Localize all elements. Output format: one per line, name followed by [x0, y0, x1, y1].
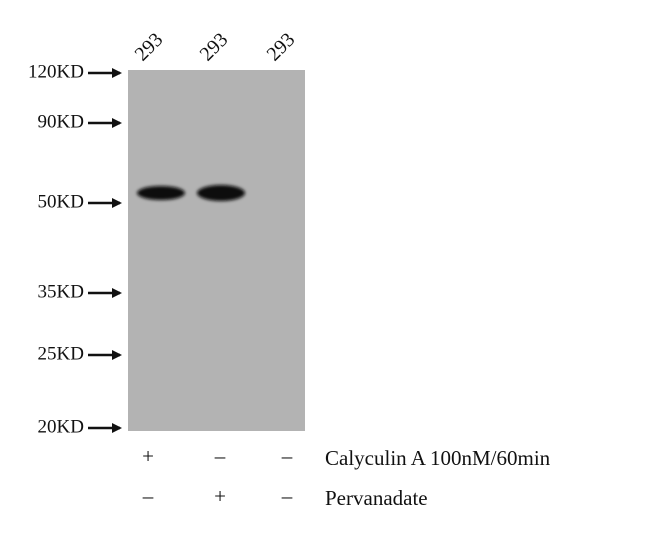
lane-label: 293: [196, 29, 233, 66]
marker-label: 25KD: [38, 343, 84, 364]
marker-label: 50KD: [38, 191, 84, 212]
sign: –: [214, 444, 226, 468]
marker-label: 90KD: [38, 111, 84, 132]
sign: –: [281, 484, 293, 508]
sign: –: [281, 444, 293, 468]
treatment-label: Pervanadate: [325, 486, 428, 510]
treatment-label: Calyculin A 100nM/60min: [325, 446, 551, 470]
marker-label: 120KD: [28, 61, 84, 82]
sign: +: [214, 484, 226, 508]
marker-label: 20KD: [38, 416, 84, 437]
band: [137, 186, 185, 200]
marker-label: 35KD: [38, 281, 84, 302]
membrane: [128, 70, 305, 431]
lane-label: 293: [263, 29, 300, 66]
band: [197, 185, 245, 201]
sign: –: [142, 484, 154, 508]
lane-label: 293: [131, 29, 168, 66]
sign: +: [142, 444, 154, 468]
